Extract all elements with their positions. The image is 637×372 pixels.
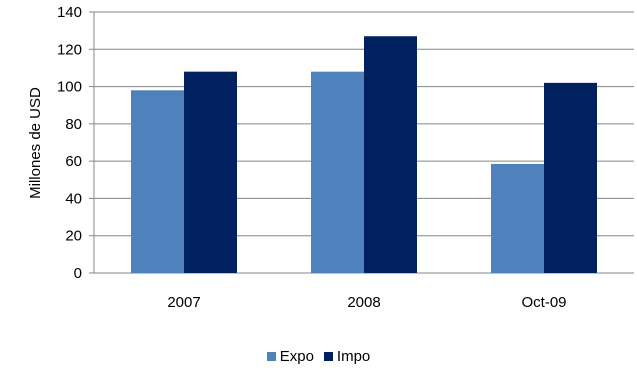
y-tick-label-20: 20 — [65, 228, 82, 245]
x-tick-labels: 2007 2008 Oct-09 — [167, 294, 566, 311]
legend-item-impo: Impo — [323, 347, 371, 365]
legend-label-expo: Expo — [279, 347, 314, 365]
y-tick-label-100: 100 — [57, 79, 82, 96]
bar-expo-oct-09 — [491, 163, 544, 273]
y-tick-label-80: 80 — [65, 116, 82, 133]
x-tick-label-2008: 2008 — [347, 294, 380, 311]
y-tick-label-120: 120 — [57, 41, 82, 58]
y-tick-label-140: 140 — [57, 4, 82, 21]
y-tick-label-60: 60 — [65, 153, 82, 170]
bar-impo-2007 — [184, 71, 237, 274]
y-tick-label-0: 0 — [74, 265, 82, 282]
y-tick-labels: 0 20 40 60 80 100 120 140 — [57, 4, 82, 282]
x-tick-label-oct-09: Oct-09 — [521, 294, 566, 311]
y-axis-label: Millones de USD — [27, 87, 44, 199]
legend-label-impo: Impo — [336, 347, 371, 365]
bar-impo-2008 — [364, 36, 417, 273]
bar-expo-2008 — [311, 71, 364, 274]
legend: Expo Impo — [0, 346, 637, 366]
x-tick-label-2007: 2007 — [167, 294, 200, 311]
legend-swatch-impo — [323, 351, 333, 361]
bar-expo-2007 — [131, 90, 184, 273]
legend-item-expo: Expo — [266, 347, 314, 365]
bars — [131, 36, 597, 274]
y-tick-label-40: 40 — [65, 190, 82, 207]
bar-impo-oct-09 — [544, 82, 597, 273]
legend-swatch-expo — [266, 351, 276, 361]
